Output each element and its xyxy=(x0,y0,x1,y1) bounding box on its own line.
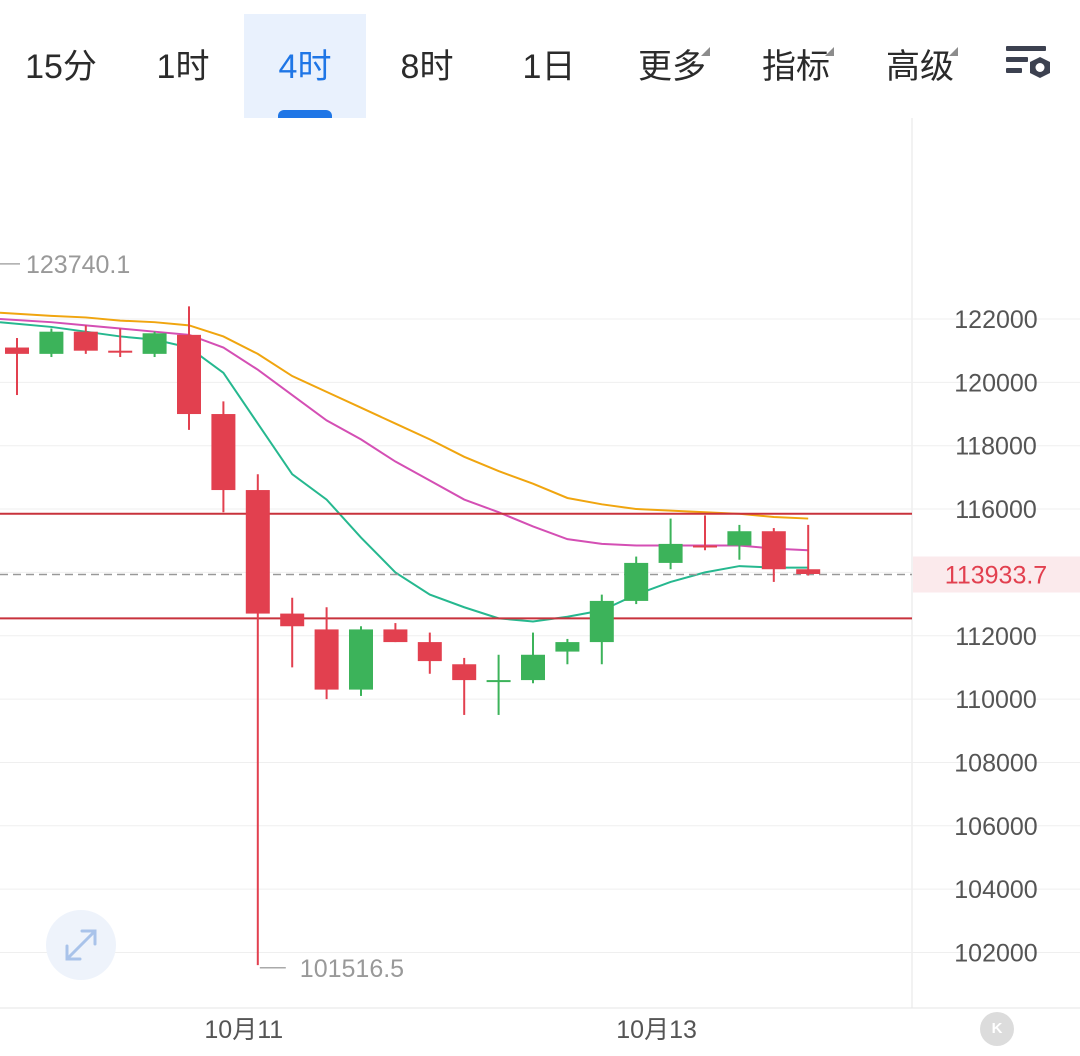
candle-body xyxy=(177,334,201,415)
candle-body xyxy=(521,654,545,681)
tab-label: 8时 xyxy=(400,48,454,86)
candle xyxy=(383,623,408,643)
expand-button[interactable] xyxy=(46,910,116,980)
candle-body xyxy=(349,629,373,690)
k-logo-button[interactable]: K xyxy=(980,1012,1014,1046)
tab-label: 15分 xyxy=(25,48,97,86)
candle-body xyxy=(555,642,580,652)
y-tick-label: 112000 xyxy=(955,623,1037,651)
tab-6[interactable]: 指标 xyxy=(734,14,858,118)
y-tick-label: 116000 xyxy=(955,496,1037,524)
max-price-label: 123740.1 xyxy=(26,251,130,279)
candle-body xyxy=(245,490,270,614)
candle xyxy=(521,632,545,684)
candle-body xyxy=(73,331,98,351)
tab-4[interactable]: 1日 xyxy=(488,14,610,118)
candle xyxy=(142,331,167,358)
candle xyxy=(245,474,270,966)
y-tick-label: 106000 xyxy=(954,813,1037,841)
candle-body xyxy=(108,350,133,353)
tab-5[interactable]: 更多 xyxy=(610,14,734,118)
y-tick-label: 104000 xyxy=(954,876,1037,904)
candle xyxy=(39,328,64,358)
tab-label: 1日 xyxy=(522,48,576,86)
tab-label: 指标 xyxy=(762,47,834,86)
active-tab-indicator xyxy=(278,110,332,118)
candle xyxy=(314,607,339,700)
tab-1[interactable]: 1时 xyxy=(122,14,244,118)
candle-body xyxy=(39,331,64,354)
candle-body xyxy=(761,531,786,570)
candle-body xyxy=(5,347,29,354)
candle-body xyxy=(796,569,821,574)
candle xyxy=(5,338,29,396)
candle xyxy=(486,654,511,715)
tab-3[interactable]: 8时 xyxy=(366,14,488,118)
expand-icon xyxy=(65,929,97,961)
candle-body xyxy=(142,333,167,354)
candle-body xyxy=(727,531,752,546)
x-tick-label: 10月13 xyxy=(616,1016,697,1044)
candle-body xyxy=(486,680,511,683)
y-tick-label: 110000 xyxy=(955,686,1037,714)
tab-label: 1时 xyxy=(156,48,210,86)
candle-body xyxy=(314,629,339,690)
candle-body xyxy=(280,613,305,627)
tab-label: 4时 xyxy=(278,48,332,86)
candle-body xyxy=(383,629,408,643)
y-tick-label: 118000 xyxy=(955,433,1037,461)
candle xyxy=(108,328,133,358)
plot-area xyxy=(0,118,912,1008)
y-tick-label: 120000 xyxy=(954,369,1037,397)
candle xyxy=(761,528,786,582)
tab-label: 更多 xyxy=(638,47,710,86)
y-tick-label: 108000 xyxy=(954,749,1037,777)
min-price-label: 101516.5 xyxy=(300,955,404,983)
candle xyxy=(693,515,717,551)
candle-body xyxy=(417,642,442,662)
y-tick-label: 122000 xyxy=(954,306,1037,334)
tab-2[interactable]: 4时 xyxy=(244,14,366,118)
candle-body xyxy=(211,414,236,491)
candle xyxy=(73,325,98,354)
y-tick-label: 102000 xyxy=(954,939,1037,967)
chart-settings-button[interactable] xyxy=(1000,40,1060,90)
candle xyxy=(658,518,683,570)
tab-7[interactable]: 高级 xyxy=(858,14,982,118)
chart-settings-icon xyxy=(1006,46,1050,78)
candle xyxy=(589,594,614,665)
current-price-tag-bg xyxy=(913,556,1080,593)
candle xyxy=(727,524,752,560)
candle xyxy=(211,401,236,513)
tab-0[interactable]: 15分 xyxy=(0,14,122,118)
dropdown-caret-icon xyxy=(949,47,958,56)
candle xyxy=(280,597,305,668)
candle xyxy=(417,632,442,674)
candle xyxy=(452,657,477,715)
current-price-label: 113933.7 xyxy=(945,562,1047,590)
candle xyxy=(624,556,649,605)
candle xyxy=(177,306,201,430)
candle xyxy=(555,638,580,665)
candle-body xyxy=(624,562,649,601)
dropdown-caret-icon xyxy=(701,47,710,56)
ema30-line xyxy=(0,311,809,520)
timeframe-tab-bar: 15分 1时 4时 8时 1日 更多 指标 高级 xyxy=(0,0,1080,118)
tab-label: 高级 xyxy=(886,47,958,86)
candle xyxy=(349,626,373,696)
candle-body xyxy=(452,664,477,681)
candle-body xyxy=(589,600,614,643)
x-tick-label: 10月11 xyxy=(204,1016,283,1044)
candle-body xyxy=(658,543,683,563)
dropdown-caret-icon xyxy=(825,47,834,56)
candle-body xyxy=(693,545,717,548)
candle xyxy=(796,524,821,576)
